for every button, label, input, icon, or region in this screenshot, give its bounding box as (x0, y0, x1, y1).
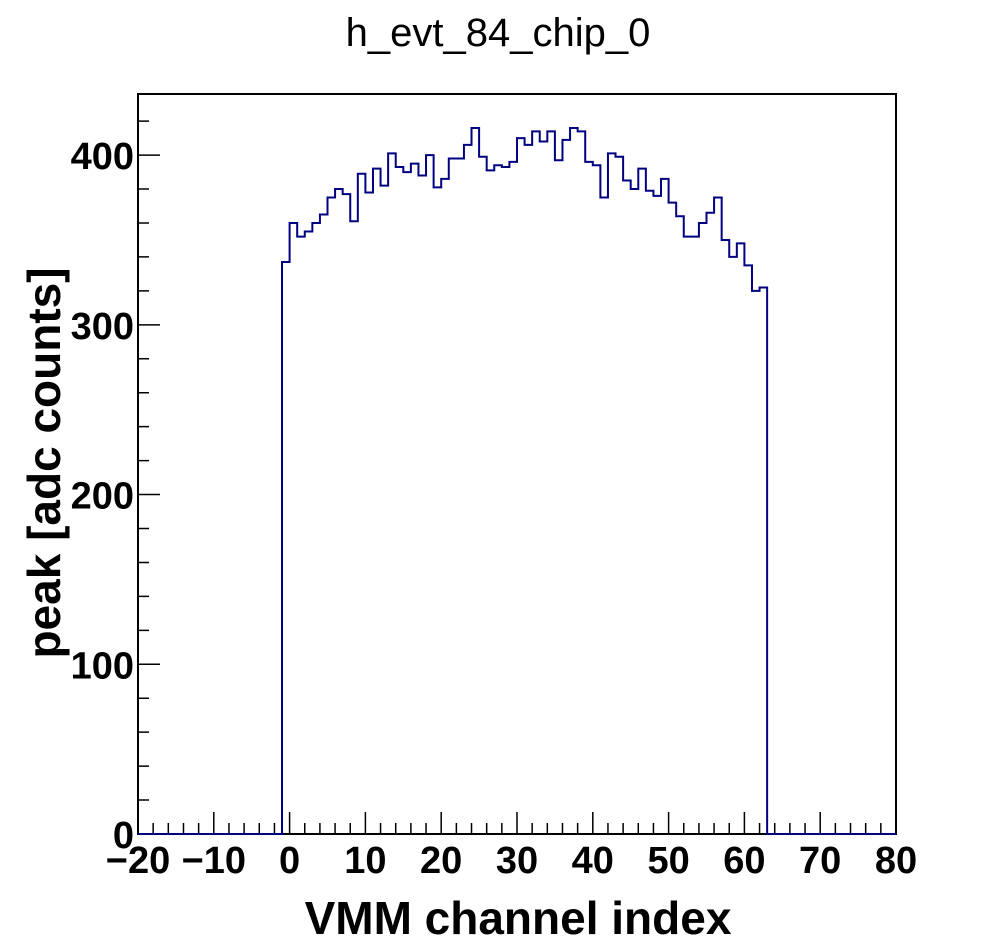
x-tick-label: 30 (496, 840, 538, 882)
axis-ticks (137, 120, 897, 835)
x-tick-label: 80 (875, 840, 917, 882)
x-tick-label: 60 (723, 840, 765, 882)
y-tick-label: 300 (71, 306, 134, 348)
tick-marks (137, 120, 897, 835)
x-tick-labels: −20 −10 0 10 20 30 40 50 60 70 80 (106, 840, 917, 882)
x-tick-label: 20 (420, 840, 462, 882)
x-tick-label: 0 (279, 840, 300, 882)
chart-title: h_evt_84_chip_0 (346, 11, 651, 55)
y-tick-labels: 0 100 200 300 400 (71, 136, 134, 857)
x-axis-title: VMM channel index (305, 892, 732, 944)
y-tick-label: 100 (71, 645, 134, 687)
x-tick-label: 40 (572, 840, 614, 882)
x-tick-label: −10 (182, 840, 246, 882)
y-tick-label: 200 (71, 476, 134, 518)
y-axis-title: peak [adc counts] (18, 267, 70, 658)
y-tick-label: 0 (113, 815, 134, 857)
histogram-series-line (138, 126, 896, 835)
x-tick-label: 70 (799, 840, 841, 882)
x-tick-label: 10 (344, 840, 386, 882)
plot-frame (137, 93, 897, 835)
x-tick-label: −20 (106, 840, 170, 882)
y-tick-label: 400 (71, 136, 134, 178)
x-tick-label: 50 (647, 840, 689, 882)
